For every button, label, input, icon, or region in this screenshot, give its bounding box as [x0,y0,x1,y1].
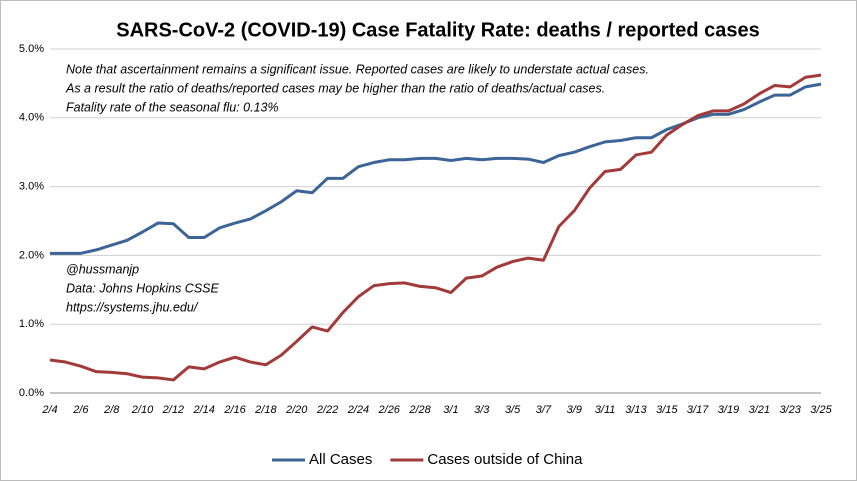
source: @hussmanjp [66,262,139,276]
x-tick-label: 3/5 [505,404,521,416]
x-tick-label: 3/13 [625,404,647,416]
y-tick-label: 2.0% [19,249,44,261]
x-tick-label: 3/21 [749,404,770,416]
x-tick-label: 2/26 [378,404,401,416]
annotation: Fatality rate of the seasonal flu: 0.13% [66,100,279,114]
y-tick-label: 3.0% [19,181,44,193]
x-tick-label: 3/11 [595,404,616,416]
x-tick-label: 3/15 [656,404,678,416]
x-tick-label: 3/9 [567,404,582,416]
x-tick-label: 3/17 [687,404,709,416]
x-tick-label: 2/8 [103,404,120,416]
x-tick-label: 2/16 [223,404,246,416]
legend-label: All Cases [309,451,372,468]
x-tick-label: 2/24 [347,404,369,416]
x-tick-label: 2/10 [131,404,154,416]
y-tick-label: 4.0% [19,112,44,124]
x-tick-label: 3/3 [474,404,490,416]
annotation: Note that ascertainment remains a signif… [66,62,649,76]
data-line [49,73,822,382]
x-tick-label: 2/4 [41,404,57,416]
x-tick-label: 2/22 [316,404,338,416]
source: https://systems.jhu.edu/ [66,300,199,314]
x-tick-label: 3/23 [779,404,801,416]
legend-label: Cases outside of China [427,451,583,468]
x-tick-label: 3/25 [810,404,832,416]
x-tick-label: 2/12 [162,404,184,416]
x-tick-label: 3/1 [443,404,458,416]
y-tick-label: 5.0% [19,43,44,55]
x-tick-label: 2/6 [72,404,89,416]
x-tick-label: 3/7 [536,404,552,416]
x-tick-label: 2/14 [192,404,214,416]
x-tick-label: 2/28 [408,404,431,416]
y-tick-label: 1.0% [19,318,44,330]
chart-title: SARS-CoV-2 (COVID-19) Case Fatality Rate… [116,19,760,41]
source: Data: Johns Hopkins CSSE [66,281,220,295]
annotation: As a result the ratio of deaths/reported… [65,81,605,95]
x-tick-label: 3/19 [718,404,739,416]
y-tick-label: 0.0% [19,387,44,399]
x-tick-label: 2/18 [254,404,277,416]
x-tick-label: 2/20 [285,404,308,416]
